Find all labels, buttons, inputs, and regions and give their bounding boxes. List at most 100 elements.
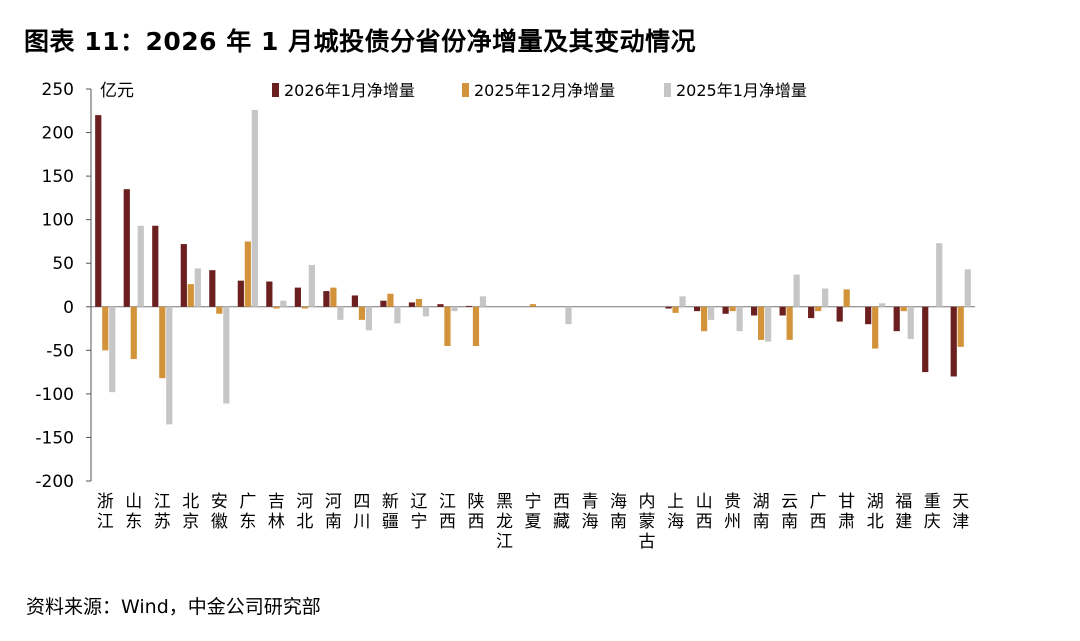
bar xyxy=(872,306,879,349)
y-tick-label: -150 xyxy=(35,428,74,448)
x-category-label-char: 浙 xyxy=(97,492,114,512)
x-category-label-char: 贵 xyxy=(724,492,741,512)
bar xyxy=(722,306,729,314)
x-category-label-char: 江 xyxy=(154,492,171,512)
bar xyxy=(152,225,159,307)
bar xyxy=(109,306,116,393)
x-category-label-char: 北 xyxy=(867,512,884,532)
bar xyxy=(565,306,572,325)
x-category-label-char: 陕 xyxy=(467,492,484,512)
x-category-label-char: 新 xyxy=(382,492,399,512)
bar xyxy=(244,241,251,307)
x-category-label-char: 吉 xyxy=(268,492,285,512)
bar xyxy=(672,306,679,313)
x-category-label-char: 河 xyxy=(325,492,342,512)
bar xyxy=(308,264,315,307)
bar xyxy=(451,306,458,312)
x-category-label-char: 天 xyxy=(952,492,969,512)
bar xyxy=(330,287,337,307)
y-tick-label: 150 xyxy=(42,167,74,187)
bar xyxy=(294,287,301,307)
bar xyxy=(209,270,216,307)
bar xyxy=(786,306,793,340)
x-category-label-char: 山 xyxy=(125,492,142,512)
x-category-label-char: 重 xyxy=(924,492,941,512)
bar xyxy=(187,284,194,307)
x-category-label-char: 安 xyxy=(211,492,228,512)
x-category-label-char: 青 xyxy=(582,492,599,512)
x-category-label-char: 海 xyxy=(667,512,684,532)
y-tick-label: -50 xyxy=(46,341,74,361)
y-unit-label: 亿元 xyxy=(100,81,134,101)
x-category-label-char: 湖 xyxy=(753,492,770,512)
bar xyxy=(180,244,187,307)
x-category-label-char: 川 xyxy=(353,512,370,532)
x-category-label-char: 海 xyxy=(582,512,599,532)
bar xyxy=(95,115,102,307)
bar xyxy=(223,306,230,404)
x-category-label-char: 古 xyxy=(639,532,656,552)
x-category-label-char: 宁 xyxy=(410,512,427,532)
bar xyxy=(102,306,109,351)
bar xyxy=(879,303,886,307)
bar xyxy=(907,306,914,340)
bar xyxy=(358,306,365,320)
y-tick-label: 250 xyxy=(42,80,74,100)
x-category-label-char: 甘 xyxy=(838,492,855,512)
x-category-label-char: 东 xyxy=(239,512,256,532)
bar xyxy=(408,302,416,307)
bar xyxy=(779,306,786,316)
x-category-label-char: 广 xyxy=(810,492,827,512)
x-category-label-char: 苏 xyxy=(154,512,171,532)
x-category-label-char: 海 xyxy=(610,492,627,512)
bar xyxy=(251,109,258,307)
bar xyxy=(415,298,423,307)
y-tick-label: 50 xyxy=(52,254,74,274)
bar xyxy=(694,306,701,312)
x-category-label-char: 龙 xyxy=(496,512,513,532)
bar xyxy=(922,306,929,373)
legend-label: 2025年1月净增量 xyxy=(676,81,807,100)
bar xyxy=(216,306,223,314)
x-category-label-char: 藏 xyxy=(553,512,570,532)
x-category-label-char: 宁 xyxy=(525,492,542,512)
bar xyxy=(437,304,444,307)
bar xyxy=(665,306,672,309)
bar xyxy=(808,306,815,319)
bar xyxy=(159,306,166,379)
bar xyxy=(836,306,843,322)
x-category-label-char: 北 xyxy=(182,492,199,512)
bar xyxy=(465,305,473,307)
bar xyxy=(273,306,280,309)
x-category-label-char: 肃 xyxy=(838,512,855,532)
bar xyxy=(479,296,487,307)
y-tick-label: 0 xyxy=(63,298,74,318)
legend-swatch xyxy=(664,83,671,97)
bar xyxy=(323,291,330,307)
bar xyxy=(365,306,372,331)
bar xyxy=(679,296,686,307)
x-category-label-char: 津 xyxy=(952,512,969,532)
bar xyxy=(130,306,137,360)
x-category-label-char: 上 xyxy=(667,492,684,512)
x-category-label-char: 西 xyxy=(696,512,713,532)
y-tick-label: 100 xyxy=(42,211,74,231)
x-category-label-char: 庆 xyxy=(924,512,941,532)
x-category-label-char: 湖 xyxy=(867,492,884,512)
bar xyxy=(708,306,715,320)
bar xyxy=(529,304,537,307)
source-note: 资料来源：Wind，中金公司研究部 xyxy=(26,596,321,618)
bar xyxy=(865,306,872,325)
bar xyxy=(957,306,964,347)
x-category-label-char: 西 xyxy=(467,512,484,532)
bar xyxy=(266,281,273,307)
x-category-label-char: 南 xyxy=(325,512,342,532)
bar xyxy=(301,306,308,309)
bar xyxy=(280,300,287,307)
x-category-label-char: 江 xyxy=(97,512,114,532)
bar xyxy=(337,306,344,320)
y-tick-label: 200 xyxy=(42,124,74,144)
bar xyxy=(822,288,829,307)
bar xyxy=(194,268,201,307)
